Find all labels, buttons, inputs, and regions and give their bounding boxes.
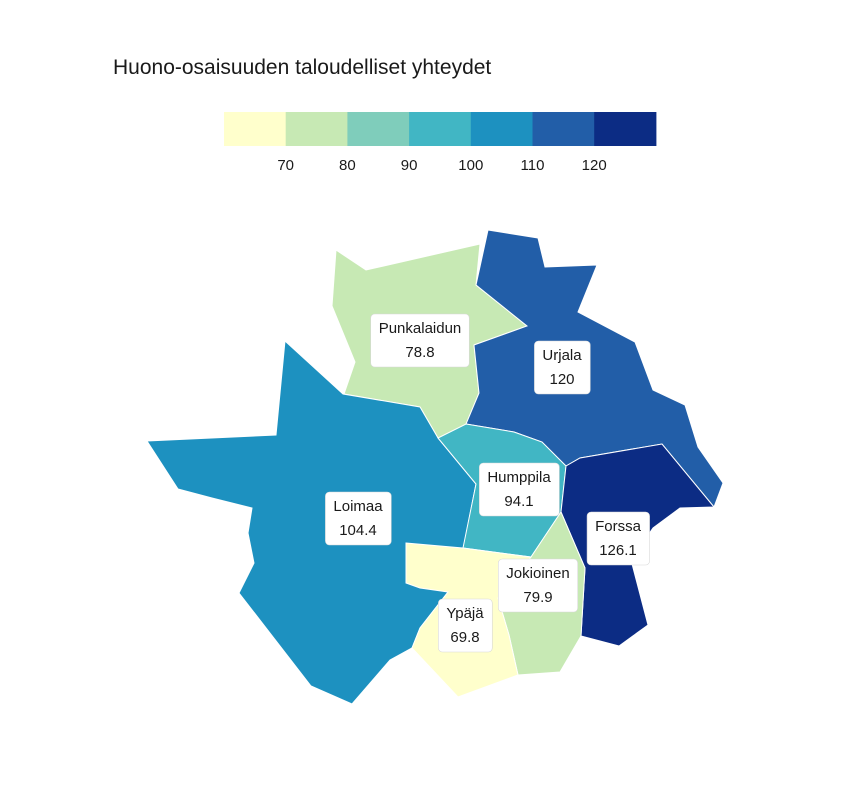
legend-bin: [409, 112, 472, 146]
region-label-box: [534, 340, 591, 395]
region-label-box: [370, 313, 470, 368]
region-label-forssa: Forssa 126.1: [586, 511, 650, 566]
region-value-label: 79.9: [523, 589, 552, 606]
region-label-ypaja: Ypäjä 69.8: [438, 598, 493, 653]
legend-tick-label: 110: [521, 157, 545, 174]
region-value-label: 126.1: [599, 542, 637, 559]
region-label-jokioinen: Jokioinen 79.9: [498, 558, 578, 613]
region-label-box: [498, 558, 578, 613]
legend-bin: [470, 112, 533, 146]
map-title: Huono-osaisuuden taloudelliset yhteydet: [113, 56, 492, 79]
region-name-label: Jokioinen: [506, 565, 569, 582]
region-name-label: Forssa: [595, 518, 642, 535]
region-name-label: Punkalaidun: [379, 320, 462, 337]
region-label-humppila: Humppila 94.1: [479, 462, 560, 517]
legend-tick-label: 80: [339, 157, 356, 174]
legend-tick-label: 120: [582, 157, 607, 174]
region-value-label: 69.8: [450, 629, 479, 646]
region-name-label: Loimaa: [333, 498, 383, 515]
region-label-box: [479, 462, 560, 517]
region-value-label: 104.4: [339, 522, 377, 539]
legend-bin: [347, 112, 410, 146]
legend-bin: [285, 112, 348, 146]
region-name-label: Urjala: [542, 347, 582, 364]
color-legend: 70 80 90 100 110 120: [224, 112, 657, 174]
region-name-label: Ypäjä: [446, 605, 484, 622]
region-label-punkalaidun: Punkalaidun 78.8: [370, 313, 470, 368]
region-label-box: [325, 491, 392, 546]
region-label-box: [438, 598, 493, 653]
region-label-box: [586, 511, 650, 566]
region-value-label: 78.8: [405, 344, 434, 361]
legend-bin: [224, 112, 287, 146]
legend-tick-label: 70: [277, 157, 294, 174]
legend-bin: [594, 112, 657, 146]
legend-tick-label: 90: [401, 157, 418, 174]
legend-tick-label: 100: [458, 157, 483, 174]
region-label-loimaa: Loimaa 104.4: [325, 491, 392, 546]
legend-bin: [532, 112, 595, 146]
region-name-label: Humppila: [487, 469, 551, 486]
region-label-urjala: Urjala 120: [534, 340, 591, 395]
region-value-label: 120: [549, 371, 574, 388]
region-value-label: 94.1: [504, 493, 533, 510]
